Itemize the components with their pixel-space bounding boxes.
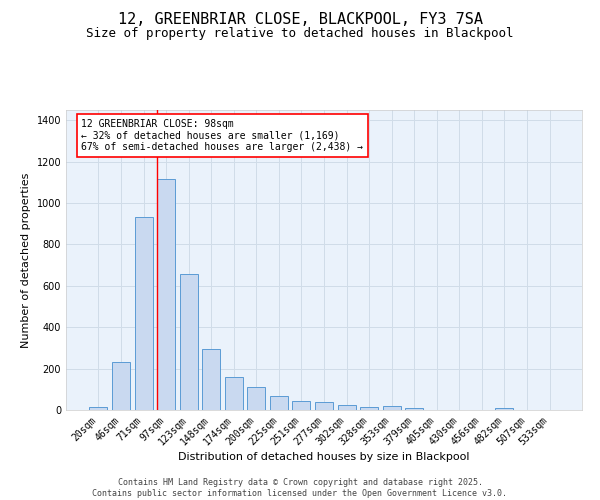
- Bar: [202, 349, 220, 410]
- Text: Size of property relative to detached houses in Blackpool: Size of property relative to detached ho…: [86, 28, 514, 40]
- Bar: [338, 406, 356, 410]
- Text: Contains HM Land Registry data © Crown copyright and database right 2025.
Contai: Contains HM Land Registry data © Crown c…: [92, 478, 508, 498]
- Bar: [496, 408, 514, 410]
- X-axis label: Distribution of detached houses by size in Blackpool: Distribution of detached houses by size …: [178, 452, 470, 462]
- Text: 12 GREENBRIAR CLOSE: 98sqm
← 32% of detached houses are smaller (1,169)
67% of s: 12 GREENBRIAR CLOSE: 98sqm ← 32% of deta…: [82, 119, 364, 152]
- Bar: [270, 396, 288, 410]
- Bar: [157, 180, 175, 410]
- Bar: [405, 408, 423, 410]
- Bar: [89, 407, 107, 410]
- Bar: [247, 387, 265, 410]
- Text: 12, GREENBRIAR CLOSE, BLACKPOOL, FY3 7SA: 12, GREENBRIAR CLOSE, BLACKPOOL, FY3 7SA: [118, 12, 482, 28]
- Bar: [292, 400, 310, 410]
- Bar: [179, 274, 198, 410]
- Y-axis label: Number of detached properties: Number of detached properties: [21, 172, 31, 348]
- Bar: [360, 407, 378, 410]
- Bar: [383, 406, 401, 410]
- Bar: [225, 377, 243, 410]
- Bar: [134, 216, 152, 410]
- Bar: [315, 402, 333, 410]
- Bar: [112, 362, 130, 410]
